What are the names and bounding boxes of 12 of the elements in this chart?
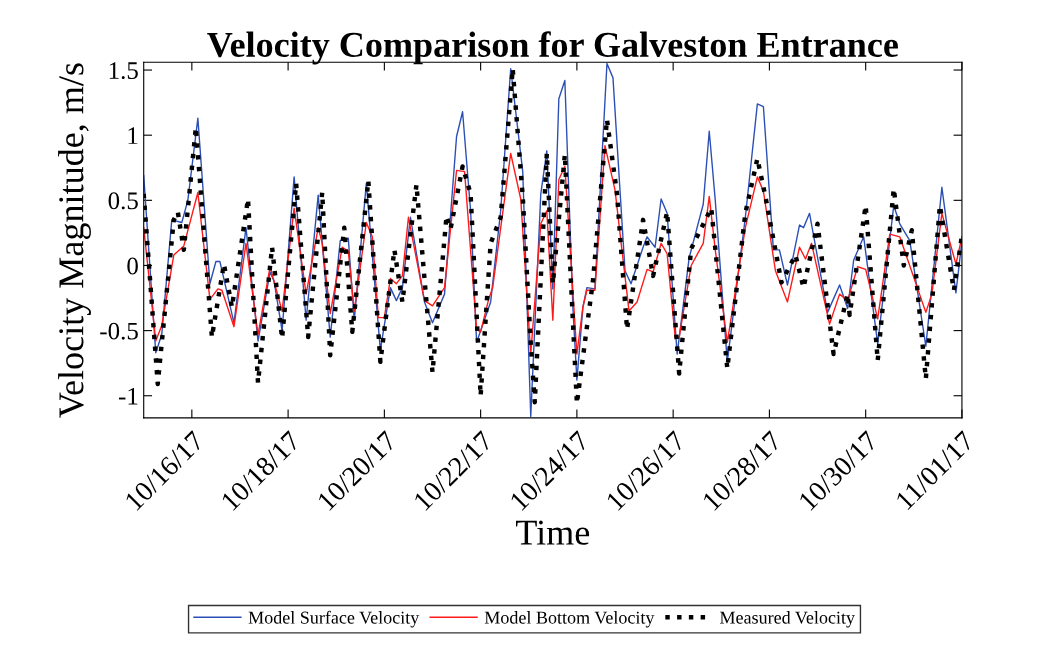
y-tick-label: -1: [118, 387, 138, 405]
legend-label: Model Bottom Velocity: [484, 611, 655, 628]
legend-label: Model Surface Velocity: [248, 610, 420, 628]
y-axis-title: Velocity Magnitude, m/s: [58, 63, 91, 418]
y-tick-label: 0: [127, 257, 138, 275]
y-tick-label: 0.5: [108, 192, 138, 210]
x-axis-title: Time: [516, 520, 590, 545]
chart-title: Velocity Comparison for Galveston Entrance: [207, 31, 898, 65]
y-tick-label: -0.5: [100, 322, 138, 340]
legend-label: Measured Velocity: [720, 611, 855, 628]
y-tick-label: 1: [128, 127, 138, 144]
y-tick-label: 1.5: [109, 62, 138, 80]
